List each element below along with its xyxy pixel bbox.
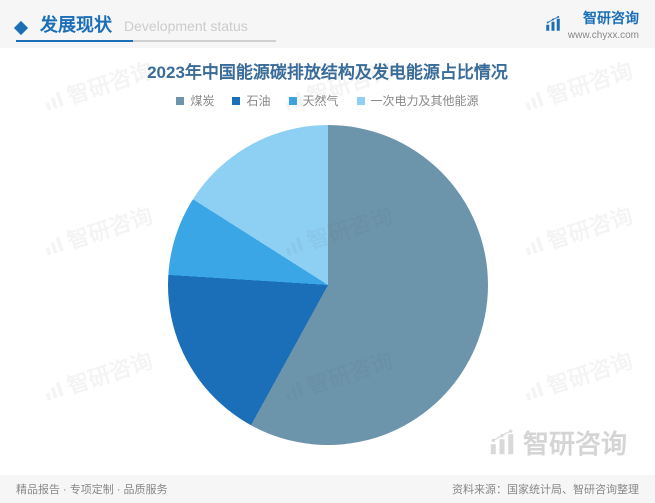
legend-swatch-icon	[176, 97, 184, 105]
chart-legend: 煤炭 石油 天然气 一次电力及其他能源	[0, 92, 655, 109]
pie-chart	[168, 125, 488, 445]
header-title-en: Development status	[124, 18, 248, 34]
legend-item: 煤炭	[176, 92, 214, 109]
legend-label: 一次电力及其他能源	[371, 92, 479, 109]
legend-item: 天然气	[289, 92, 339, 109]
legend-swatch-icon	[357, 97, 365, 105]
brand-name: 智研咨询	[568, 8, 639, 28]
brand-url: www.chyxx.com	[568, 30, 639, 41]
brand-text-block: 智研咨询 www.chyxx.com	[568, 8, 639, 41]
header-left: 发展现状 Development status	[16, 11, 248, 37]
brand-logo-icon	[544, 15, 562, 33]
legend-swatch-icon	[232, 97, 240, 105]
footer-left-text: 精品报告 · 专项定制 · 品质服务	[16, 481, 168, 497]
legend-label: 天然气	[303, 92, 339, 109]
legend-swatch-icon	[289, 97, 297, 105]
header-rule	[16, 40, 276, 42]
pie-chart-container	[0, 125, 655, 445]
chart-title: 2023年中国能源碳排放结构及发电能源占比情况	[0, 58, 655, 83]
legend-label: 煤炭	[190, 92, 214, 109]
header-diamond-icon	[14, 21, 28, 35]
legend-item: 石油	[232, 92, 270, 109]
header-title-cn: 发展现状	[40, 11, 112, 37]
footer-right-text: 资料来源：国家统计局、智研咨询整理	[452, 481, 639, 497]
header-brand: 智研咨询 www.chyxx.com	[544, 8, 639, 41]
footer-bar: 精品报告 · 专项定制 · 品质服务 资料来源：国家统计局、智研咨询整理	[0, 475, 655, 503]
header-bar: 发展现状 Development status 智研咨询 www.chyxx.c…	[0, 0, 655, 48]
legend-label: 石油	[246, 92, 270, 109]
legend-item: 一次电力及其他能源	[357, 92, 479, 109]
